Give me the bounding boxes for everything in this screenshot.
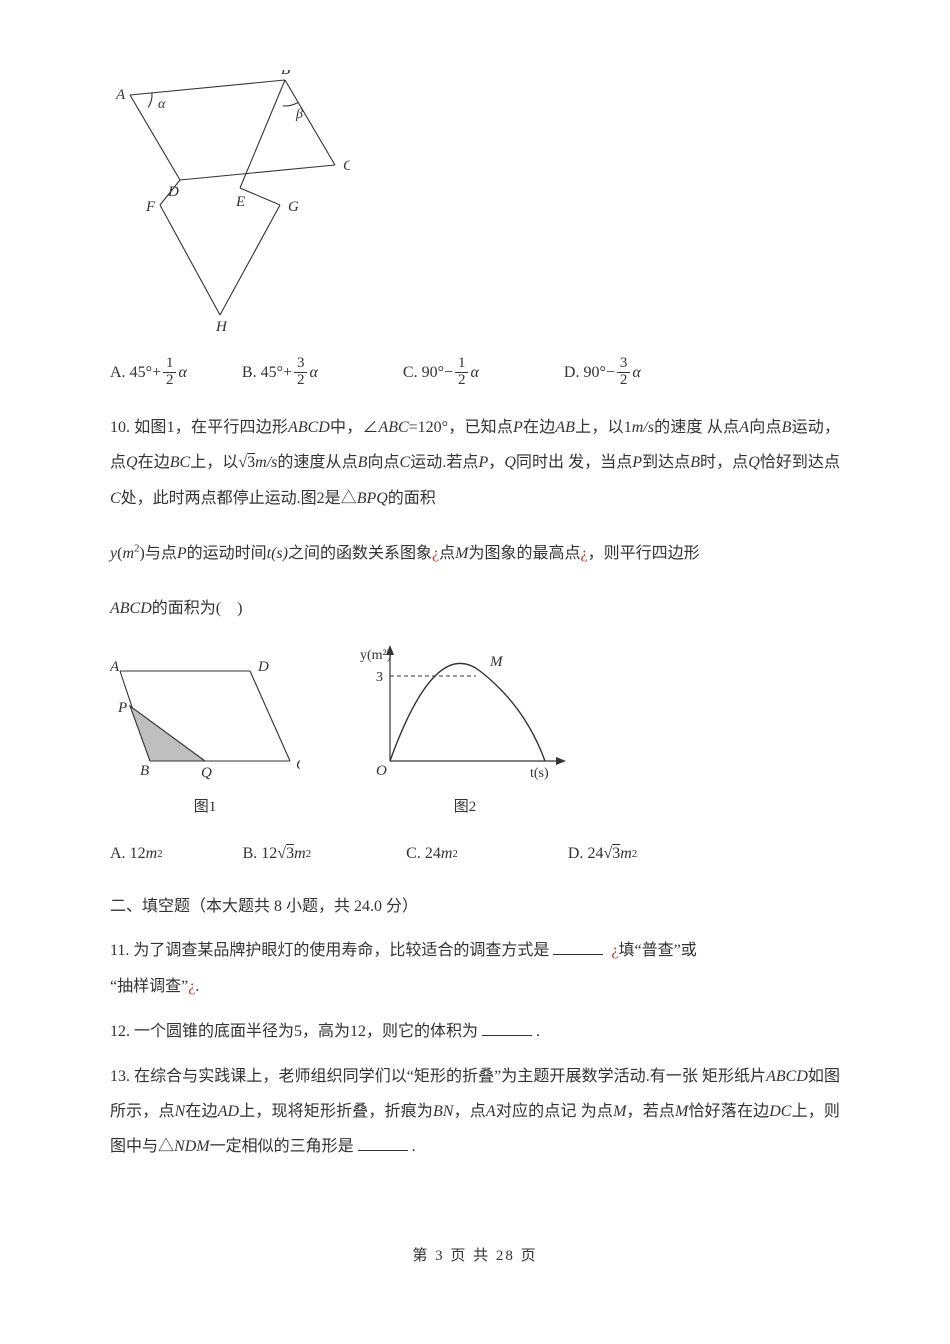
q13-number: 13. xyxy=(110,1068,130,1085)
q12-blank xyxy=(482,1019,532,1036)
q10-fig1-caption: 图1 xyxy=(194,795,217,816)
q10-problem: 10. 如图1，在平行四边形ABCD中，∠ABC=120°，已知点P在边AB上，… xyxy=(110,410,840,516)
q10-fig1-col: A D B C P Q 图1 xyxy=(110,656,300,816)
q10-fig1-svg: A D B C P Q xyxy=(110,656,300,791)
svg-text:D: D xyxy=(167,184,179,200)
svg-text:C: C xyxy=(296,757,300,773)
svg-text:M: M xyxy=(489,654,504,670)
svg-text:A: A xyxy=(110,659,120,675)
q9-diagram-svg: α β A B C D E F G H xyxy=(110,70,350,340)
svg-text:t(s): t(s) xyxy=(530,766,549,781)
svg-text:Q: Q xyxy=(201,765,212,781)
svg-text:F: F xyxy=(145,199,156,215)
svg-text:B: B xyxy=(281,70,290,78)
q10-figs-row: A D B C P Q 图1 y(m²) t(s) O 3 M 图2 xyxy=(110,641,840,816)
q13-blank xyxy=(358,1134,408,1151)
q9-option-b: B. 45°+32α xyxy=(242,355,318,390)
q9-optA-prefix: 45°+ xyxy=(130,355,161,390)
svg-text:A: A xyxy=(115,87,126,103)
svg-text:B: B xyxy=(140,763,149,779)
q9-option-a: A. 45°+12α xyxy=(110,355,187,390)
q10-option-b: B. 12√3m2 xyxy=(243,836,312,871)
svg-text:P: P xyxy=(117,700,127,716)
q10-option-d: D. 24√3m2 xyxy=(568,836,637,871)
q10-options-row: A. 12m2 B. 12√3m2 C. 24m2 D. 24√3m2 xyxy=(110,836,840,871)
svg-text:C: C xyxy=(343,158,350,174)
svg-text:D: D xyxy=(257,659,269,675)
q10-fig2-caption: 图2 xyxy=(454,795,477,816)
svg-text:G: G xyxy=(288,199,299,215)
q11-blank xyxy=(553,938,603,955)
q11-number: 11. xyxy=(110,942,129,959)
svg-text:3: 3 xyxy=(376,670,383,685)
svg-text:y(m²): y(m²) xyxy=(360,648,392,663)
q10-problem-end: ABCD的面积为( ) xyxy=(110,591,840,626)
svg-text:β: β xyxy=(295,107,303,122)
q10-problem-cont: y(m2)与点P的运动时间t(s)之间的函数关系图象¿点M为图象的最高点¿，则平… xyxy=(110,536,840,571)
section2-title: 二、填空题（本大题共 8 小题，共 24.0 分） xyxy=(110,891,840,923)
q10-number: 10. xyxy=(110,419,130,436)
page-footer: 第 3 页 共 28 页 xyxy=(110,1244,840,1265)
q9-options-row: A. 45°+12α B. 45°+32α C. 90°−12α D. 90°−… xyxy=(110,355,840,390)
svg-text:E: E xyxy=(235,194,245,210)
svg-text:H: H xyxy=(215,319,228,335)
q12-number: 12. xyxy=(110,1023,130,1040)
q10-fig2-col: y(m²) t(s) O 3 M 图2 xyxy=(350,641,580,816)
q11-problem: 11. 为了调查某品牌护眼灯的使用寿命，比较适合的调查方式是 ¿填“普查”或 “… xyxy=(110,933,840,1003)
svg-text:O: O xyxy=(376,763,387,779)
q10-fig2-svg: y(m²) t(s) O 3 M xyxy=(350,641,580,791)
q9-option-c: C. 90°−12α xyxy=(403,355,479,390)
q10-option-a: A. 12m2 xyxy=(110,836,163,871)
q9-diagram-container: α β A B C D E F G H xyxy=(110,70,840,345)
q12-problem: 12. 一个圆锥的底面半径为5，高为12，则它的体积为. xyxy=(110,1014,840,1049)
svg-text:α: α xyxy=(158,97,166,112)
q13-problem: 13. 在综合与实践课上，老师组织同学们以“矩形的折叠”为主题开展数学活动.有一… xyxy=(110,1059,840,1165)
q10-option-c: C. 24m2 xyxy=(406,836,458,871)
q9-option-d: D. 90°−32α xyxy=(564,355,641,390)
